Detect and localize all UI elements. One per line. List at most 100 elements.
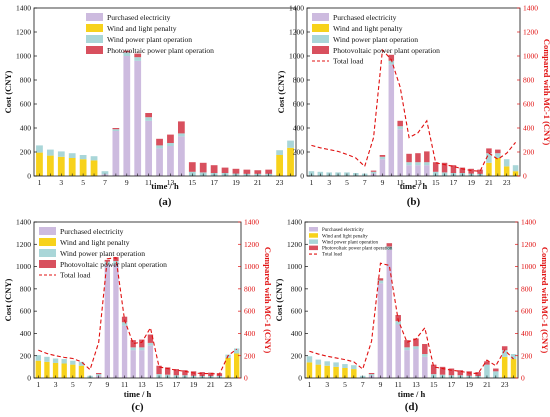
bar-segment — [395, 324, 401, 378]
x-tick-label: 23 — [276, 178, 284, 187]
legend-swatch-purchased — [309, 227, 318, 232]
bar-segment — [415, 153, 421, 163]
bar-segment — [134, 60, 142, 176]
bar-segment — [450, 165, 457, 173]
bar-segment — [46, 149, 54, 156]
bar-segment — [123, 50, 131, 53]
x-tick-label: 15 — [189, 178, 197, 187]
x-axis-title: time / h — [124, 389, 152, 399]
bar-segment — [177, 133, 185, 137]
x-tick-label: 15 — [155, 380, 163, 389]
y-right-tick-label: 1200 — [521, 240, 536, 249]
y-right-tick-label: 1400 — [523, 4, 538, 13]
y-right-tick-label: 400 — [521, 329, 533, 338]
bar-segment — [208, 372, 214, 376]
bar-segment — [484, 361, 490, 365]
legend-label-wind: Wind power plant operation — [322, 241, 379, 246]
bar-segment — [342, 367, 348, 378]
panel-label: (c) — [131, 401, 144, 413]
bar-segment — [406, 162, 412, 166]
y-tick-label: 1200 — [289, 28, 304, 37]
bar-segment — [147, 342, 154, 346]
bar-segment — [199, 162, 207, 173]
plot-frame — [304, 221, 519, 379]
bar-segment — [415, 165, 421, 176]
bar-segment — [145, 113, 153, 118]
legend-label-load: Total load — [60, 271, 91, 280]
x-tick-label: 11 — [397, 178, 404, 187]
bar-segment — [501, 346, 508, 351]
x-tick-label: 5 — [71, 380, 75, 389]
y-tick-label: 800 — [291, 284, 303, 293]
y-right-tick-label: 400 — [244, 329, 256, 338]
bar-segment — [404, 340, 410, 348]
legend-swatch-wind — [86, 35, 103, 43]
x-tick-label: 19 — [467, 178, 475, 187]
y-axis-title: Cost (CNY) — [3, 70, 13, 113]
y-tick-label: 1000 — [287, 262, 302, 271]
x-tick-label: 21 — [207, 380, 215, 389]
legend-swatch-penalty — [86, 24, 103, 32]
bar-segment — [112, 129, 120, 131]
bar-segment — [156, 365, 162, 375]
series-penalty — [36, 147, 294, 176]
x-tick-label: 3 — [325, 380, 329, 389]
bar-segment — [493, 371, 499, 378]
bar-segment — [315, 359, 322, 365]
bar-segment — [510, 359, 517, 378]
y-right-tick-label: 1200 — [523, 28, 538, 37]
bar-segment — [156, 138, 163, 146]
legend-swatch-wind — [312, 35, 329, 43]
y-tick-label: 0 — [298, 374, 302, 383]
bar-segment — [306, 356, 313, 363]
y-tick-label: 0 — [27, 374, 31, 383]
x-tick-label: 23 — [503, 178, 511, 187]
y-right-tick-label: 1400 — [244, 218, 259, 227]
bar-segment — [484, 364, 490, 378]
y-right-tick-label: 800 — [244, 284, 256, 293]
bar-segment — [493, 368, 499, 372]
bar-segment — [234, 353, 240, 378]
x-axis-title: time / h — [398, 389, 426, 399]
bar-segment — [35, 355, 41, 361]
series-purchased — [101, 56, 185, 176]
x-tick-label: 5 — [343, 380, 347, 389]
x-tick-label: 7 — [103, 178, 107, 187]
y-tick-label: 1400 — [287, 218, 302, 227]
x-tick-label: 19 — [232, 178, 240, 187]
bar-segment — [404, 347, 410, 351]
y-right-tick-label: 600 — [523, 100, 535, 109]
x-tick-label: 7 — [361, 380, 365, 389]
bar-segment — [388, 54, 395, 61]
y-tick-label: 0 — [27, 172, 31, 181]
y-tick-label: 800 — [20, 76, 32, 85]
x-tick-label: 13 — [414, 178, 422, 187]
y-right-axis-title: Compared with MC-1 (CNY) — [263, 247, 273, 353]
bar-segment — [104, 259, 110, 262]
bar-segment — [395, 315, 401, 322]
legend-label-penalty: Wind and light penalty — [60, 238, 130, 247]
bar-segment — [101, 171, 109, 175]
bar-segment — [139, 339, 145, 348]
bar-segment — [324, 365, 330, 378]
y-tick-label: 200 — [20, 148, 32, 157]
series-wind — [308, 60, 519, 176]
bar-segment — [424, 162, 430, 166]
y-tick-label: 600 — [293, 100, 305, 109]
legend-swatch-pv — [39, 260, 56, 268]
bar-segment — [388, 64, 395, 176]
bar-segment — [439, 366, 446, 375]
bar-segment — [315, 364, 322, 378]
bar-segment — [415, 162, 421, 166]
y-tick-label: 1000 — [16, 52, 31, 61]
bar-segment — [121, 325, 128, 378]
bar-segment — [90, 156, 98, 161]
bar-segment — [134, 53, 142, 58]
legend-label-purchased: Purchased electricity — [60, 227, 124, 236]
bar-segment — [35, 360, 41, 378]
bar-segment — [342, 364, 348, 368]
bar-segment — [441, 162, 448, 173]
bar-segment — [147, 345, 154, 378]
bar-segment — [406, 153, 412, 163]
